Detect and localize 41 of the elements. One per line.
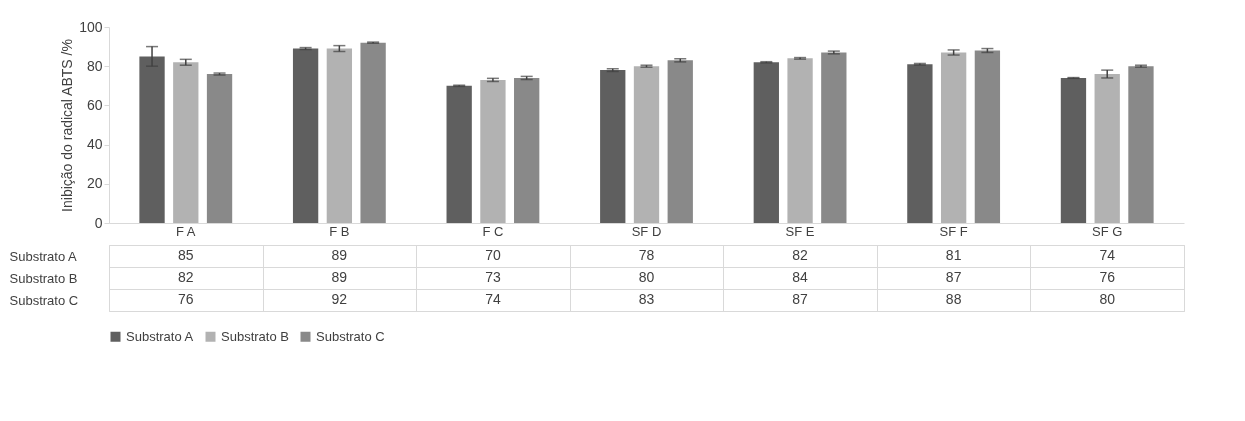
- data-label: 80: [638, 269, 655, 285]
- data-label: 87: [792, 291, 809, 307]
- text: Substrato B: [9, 270, 78, 286]
- x-tick-label: SF D: [631, 223, 662, 239]
- y-tick-label: 40: [86, 136, 103, 153]
- data-label: 80: [1099, 291, 1116, 307]
- data-label: 78: [638, 247, 655, 263]
- y-tick-label: 60: [86, 96, 103, 113]
- data-label: 70: [485, 247, 501, 263]
- data-label: 82: [178, 269, 194, 285]
- data-label: 76: [1099, 269, 1116, 285]
- y-axis-title: Inibição do radical ABTS /%: [59, 39, 76, 212]
- data-label: 84: [792, 269, 809, 285]
- legend-label: Substrato A: [126, 328, 194, 344]
- x-tick-label: F C: [482, 223, 504, 239]
- legend-label: Substrato C: [316, 328, 385, 344]
- x-tick-label: F B: [329, 223, 350, 239]
- data-label: 81: [945, 247, 962, 263]
- data-label: 87: [945, 269, 962, 285]
- data-label: 89: [331, 247, 348, 263]
- y-tick-label: 80: [86, 57, 103, 74]
- data-label: 82: [792, 247, 809, 263]
- x-tick-label: SF G: [1092, 223, 1123, 239]
- x-tick-label: SF F: [939, 223, 968, 239]
- y-tick-label: 20: [86, 175, 103, 192]
- text: Substrato C: [9, 292, 79, 308]
- data-label: 83: [638, 291, 655, 307]
- data-label: 76: [178, 291, 194, 307]
- x-tick-label: F A: [176, 223, 196, 239]
- x-tick-label: SF E: [785, 223, 815, 239]
- data-label: 89: [331, 269, 348, 285]
- data-label: 74: [1099, 247, 1116, 263]
- text: Substrato A: [9, 248, 77, 264]
- data-label: 74: [485, 291, 501, 307]
- data-label: 92: [331, 291, 348, 307]
- y-tick-label: 100: [79, 18, 103, 35]
- legend-label: Substrato B: [221, 328, 289, 344]
- data-label: 88: [945, 291, 962, 307]
- data-label: 85: [178, 247, 194, 263]
- y-tick-label: 0: [94, 214, 103, 231]
- data-label: 73: [485, 269, 501, 285]
